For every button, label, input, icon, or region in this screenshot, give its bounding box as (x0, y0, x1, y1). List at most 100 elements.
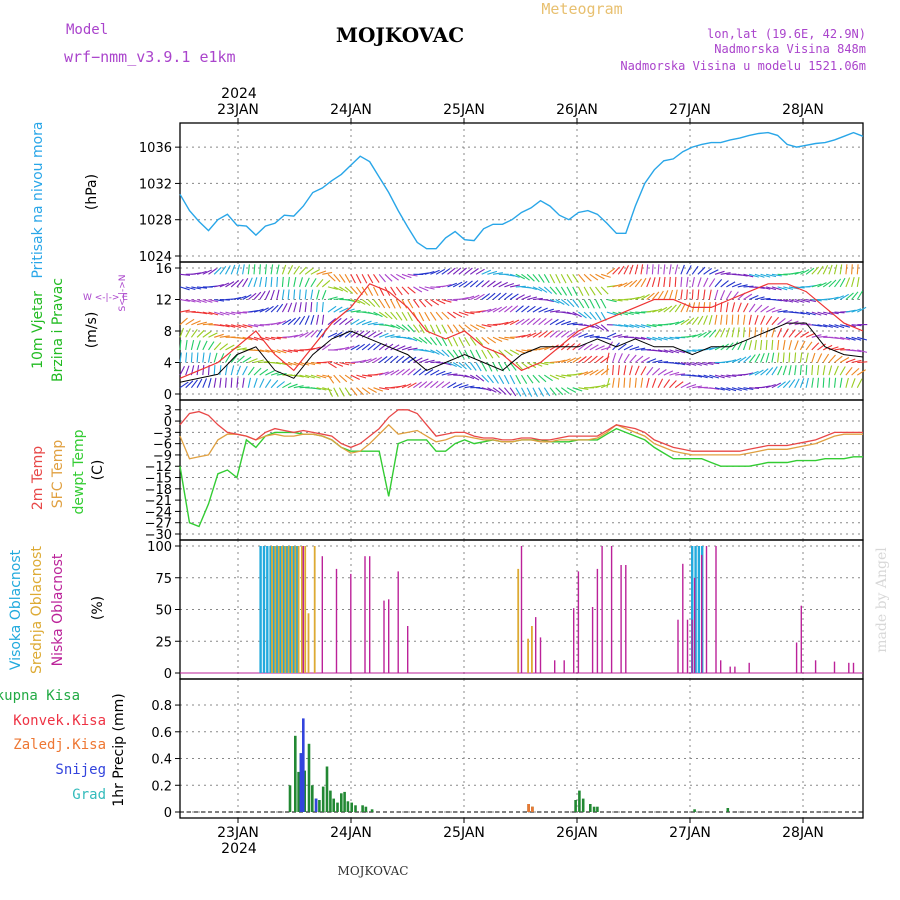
wind-barb (731, 357, 742, 363)
wind-barb (196, 270, 207, 275)
wind-barb (697, 331, 707, 338)
wind-barb (629, 264, 634, 275)
cloud-high-bar (259, 546, 262, 673)
wind-barb (828, 377, 831, 388)
wind-barb (361, 286, 368, 296)
wind-barb (270, 379, 279, 389)
wind-barb (270, 349, 281, 354)
wind-barb (378, 332, 389, 338)
cloud-high-bar (697, 546, 701, 673)
wind-barb (680, 276, 683, 287)
wind-barb (714, 270, 725, 275)
wind-barb (595, 324, 605, 331)
cloud-low-bar (620, 565, 622, 673)
wind-barb (777, 298, 788, 303)
wind-barb (754, 315, 759, 325)
wind-barb (287, 317, 296, 326)
wind-barb (635, 311, 646, 314)
wind-barb (384, 299, 391, 309)
wind-barb (253, 277, 258, 288)
wind-barb (401, 286, 410, 295)
wind-barb (771, 382, 782, 389)
wind-barb (839, 377, 843, 388)
wind-barb (298, 302, 302, 313)
wind-barb (282, 349, 293, 353)
wind-barb (248, 336, 259, 341)
wind-barb (247, 264, 250, 275)
wind-barb (390, 369, 400, 376)
wind-barb (344, 286, 354, 294)
wind-barb (669, 361, 680, 365)
wind-barb (589, 286, 596, 296)
wind-barb (731, 282, 742, 288)
top-date-label: 27JAN (669, 102, 711, 118)
wind-barb (816, 377, 820, 388)
wind-barb (367, 321, 378, 326)
wind-barb (481, 387, 492, 392)
wind-barb (566, 286, 573, 296)
wind-barb (675, 373, 686, 376)
wind-barb (566, 322, 577, 326)
wind-barb (805, 311, 816, 316)
wind-barb (782, 365, 787, 376)
wind-barb (526, 387, 533, 397)
wind-barb (492, 374, 499, 384)
wind-barb (578, 332, 588, 338)
wind-barb (618, 311, 629, 316)
wind-barb (857, 336, 868, 341)
wind-barb (367, 343, 376, 351)
wind-barb (270, 304, 279, 313)
wind-barb (470, 374, 480, 381)
wind-barb (840, 336, 851, 341)
wind-barb (851, 349, 862, 353)
wind-barb (504, 336, 515, 340)
cloud-mid-bar (527, 638, 529, 673)
wind-barb (213, 266, 222, 275)
wind-barb (276, 336, 287, 339)
wind-barb (390, 286, 397, 296)
y-tick-label: −9 (153, 449, 172, 464)
wind-barb (424, 299, 433, 307)
wind-barb (407, 273, 418, 277)
wind-barb (447, 311, 456, 319)
wind-barb (225, 265, 231, 275)
wind-barb (333, 387, 339, 397)
wind-barb (179, 381, 189, 389)
wind-barb (185, 298, 196, 303)
wind-barb (760, 352, 765, 363)
wind-barb (384, 355, 393, 363)
wind-barb (441, 268, 451, 275)
wind-barb (379, 387, 390, 391)
wind-barb (458, 337, 465, 347)
precip-total-bar (350, 802, 353, 812)
wind-barb (771, 327, 776, 338)
wind-barb (686, 265, 692, 275)
cloud-low-bar (800, 605, 802, 673)
precip-legend-convective: Konvek.Kisa (13, 713, 106, 729)
wind-barb (333, 331, 343, 338)
wind-barb (737, 284, 748, 288)
wind-barb (675, 349, 685, 354)
wind-barb (606, 377, 610, 388)
wind-barb (549, 318, 559, 326)
wind-barb (265, 336, 276, 341)
wind-barb (213, 377, 217, 388)
cloud-mid-bar (284, 546, 287, 673)
wind-barb (765, 315, 773, 326)
cloud-low-bar (848, 662, 850, 673)
wind-barb (817, 335, 828, 338)
wind-barb (316, 289, 320, 300)
wind-barb (248, 324, 259, 328)
wind-barb (811, 365, 814, 376)
wind-barb (276, 361, 287, 366)
precip-total-bar (332, 798, 335, 812)
wind-barb (458, 384, 469, 389)
wind-barb (464, 280, 473, 288)
cloud-low-bar (397, 571, 399, 673)
wind-barb (270, 264, 274, 275)
wind-barb (407, 347, 418, 351)
wind-barb (555, 387, 564, 396)
bottom-date-label: 27JAN (669, 825, 711, 841)
wind-barb (452, 349, 460, 359)
